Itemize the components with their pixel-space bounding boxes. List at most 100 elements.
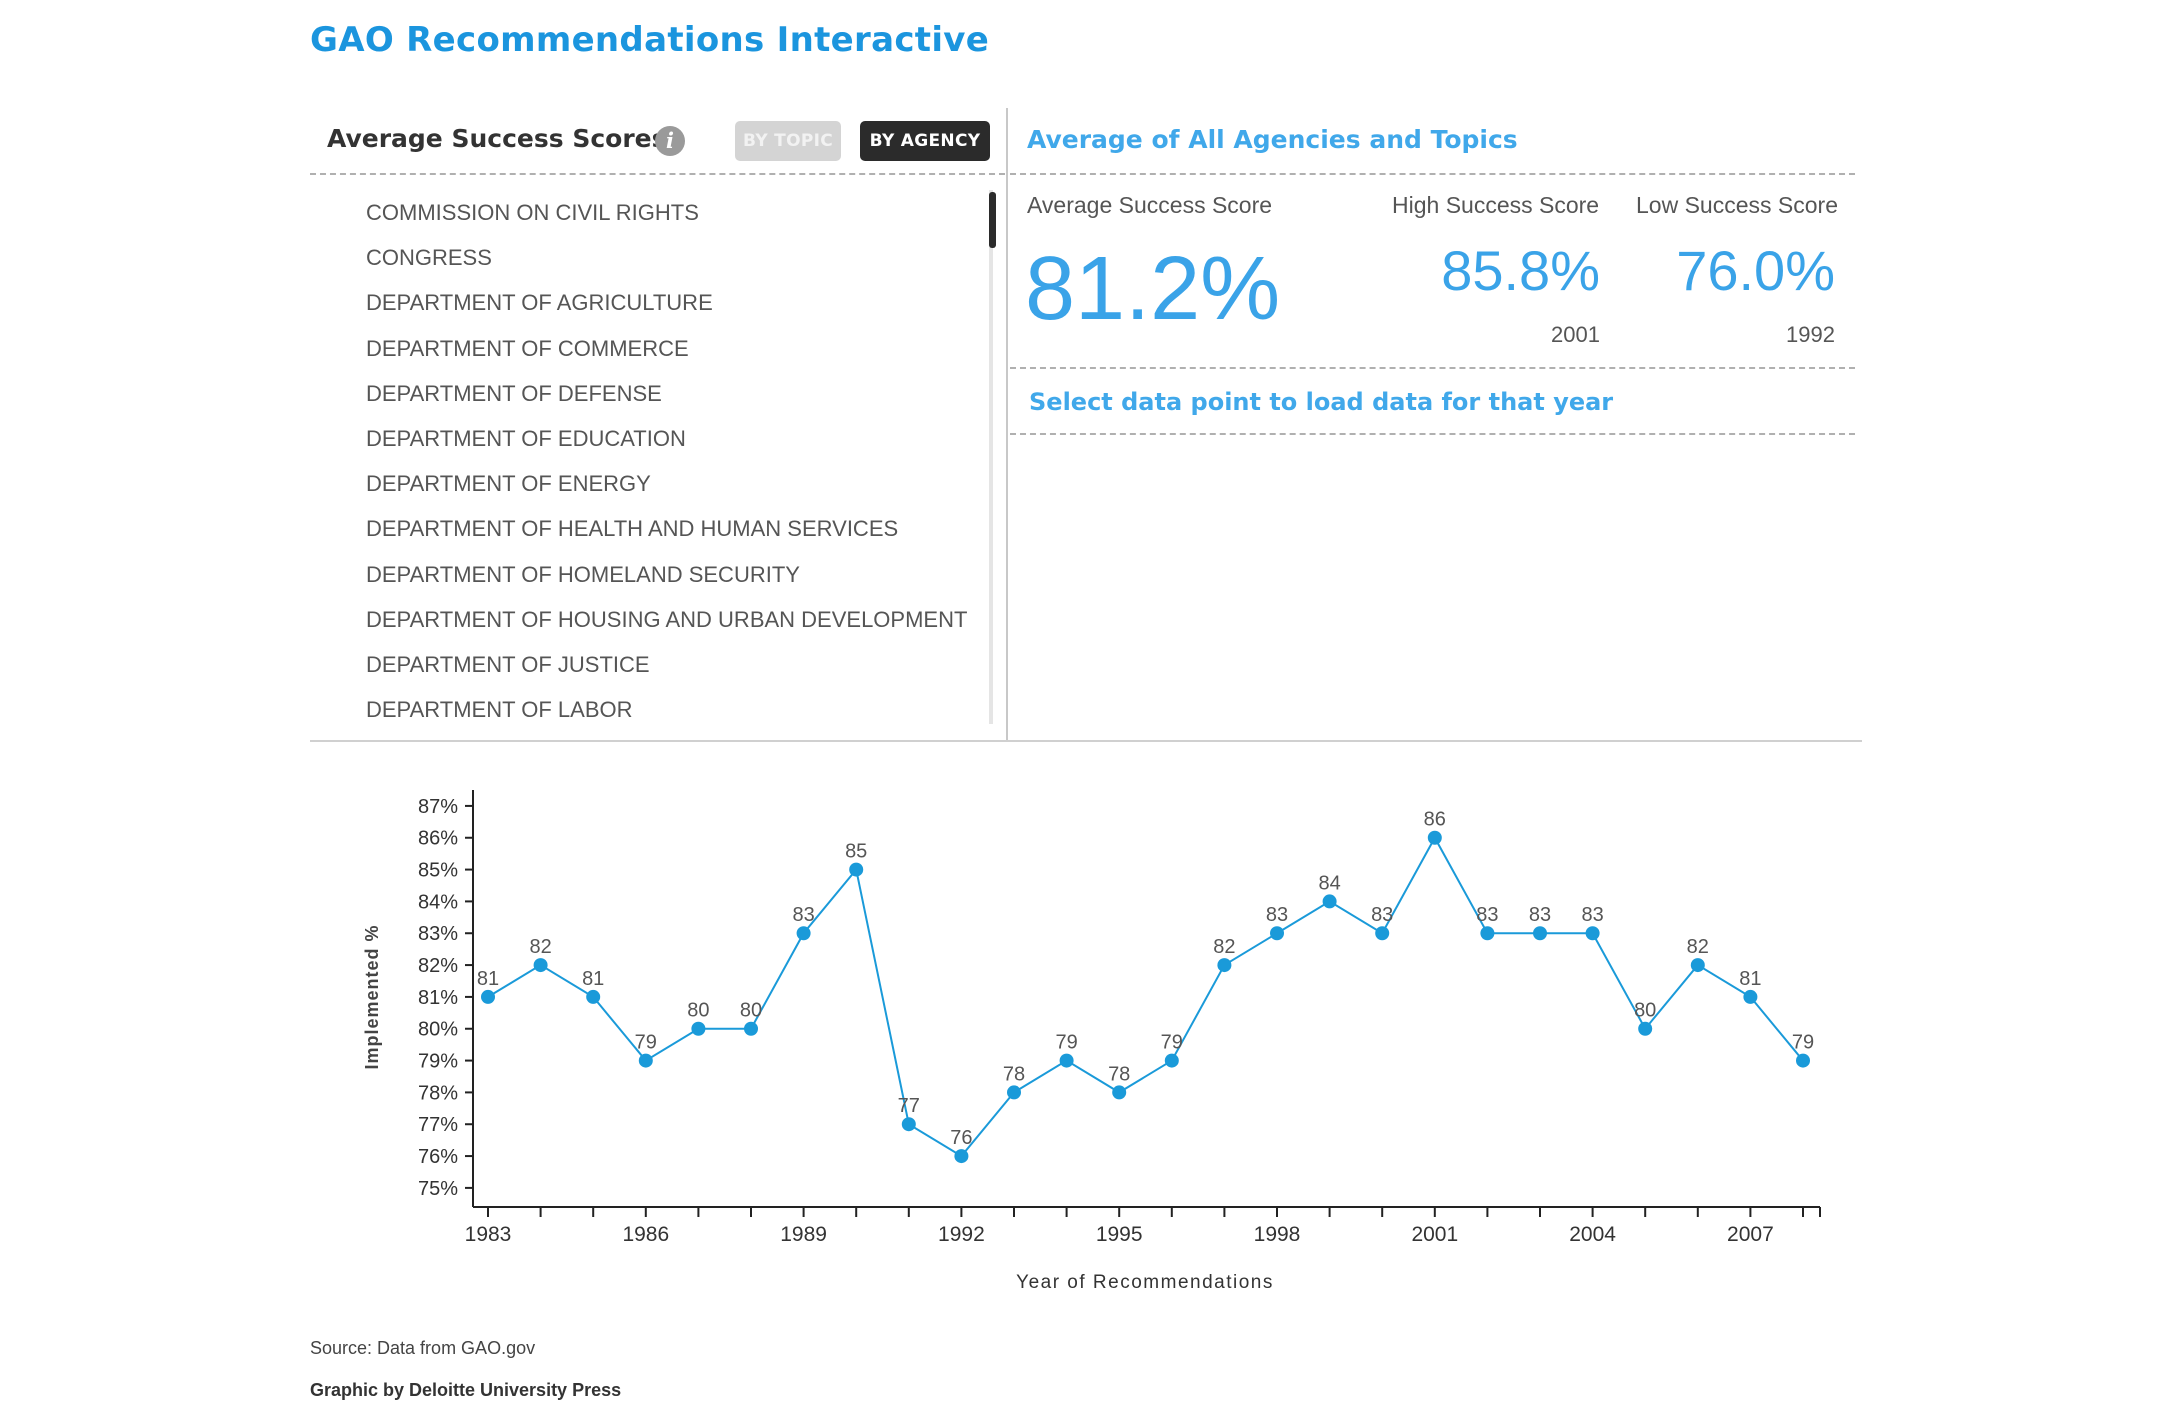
x-tick-label: 2004 xyxy=(1569,1223,1616,1246)
x-tick-label: 1983 xyxy=(465,1223,512,1246)
high-score-label: High Success Score xyxy=(1392,192,1600,218)
x-axis-title: Year of Recommendations xyxy=(1016,1272,1274,1293)
data-label: 80 xyxy=(1634,1000,1656,1022)
data-point[interactable] xyxy=(481,989,495,1004)
y-tick-label: 86% xyxy=(418,828,458,850)
data-label: 77 xyxy=(898,1095,920,1117)
data-point[interactable] xyxy=(1480,926,1495,941)
data-point[interactable] xyxy=(744,1021,758,1036)
data-label: 86 xyxy=(1424,809,1446,831)
agency-list-item[interactable]: CONGRESS xyxy=(366,245,492,271)
data-label: 80 xyxy=(740,1000,762,1022)
data-point[interactable] xyxy=(1585,926,1600,941)
y-tick-label: 82% xyxy=(418,955,458,977)
x-tick-label: 2007 xyxy=(1727,1223,1774,1246)
data-point[interactable] xyxy=(1059,1053,1074,1068)
y-tick-label: 87% xyxy=(418,796,458,818)
divider xyxy=(1010,173,1855,175)
low-score-label: Low Success Score xyxy=(1636,192,1838,218)
data-point[interactable] xyxy=(1375,926,1390,941)
data-label: 84 xyxy=(1318,872,1340,894)
data-label: 79 xyxy=(1792,1032,1814,1054)
x-tick-label: 1998 xyxy=(1254,1223,1301,1246)
data-point[interactable] xyxy=(1270,926,1284,941)
x-tick-label: 2001 xyxy=(1411,1223,1458,1246)
agency-list-item[interactable]: DEPARTMENT OF HOMELAND SECURITY xyxy=(366,561,800,587)
high-score-year: 2001 xyxy=(1551,322,1600,347)
low-score-value: 76.0% xyxy=(1676,239,1835,302)
data-label: 85 xyxy=(845,841,867,863)
average-score-value: 81.2% xyxy=(1025,239,1281,339)
data-label: 83 xyxy=(1529,904,1551,926)
data-label: 79 xyxy=(1161,1032,1183,1054)
data-point[interactable] xyxy=(691,1021,706,1036)
data-point[interactable] xyxy=(533,958,548,973)
data-label: 82 xyxy=(529,936,551,958)
data-label: 83 xyxy=(1581,904,1603,926)
scrollbar-thumb[interactable] xyxy=(989,192,996,248)
data-point[interactable] xyxy=(1112,1085,1127,1100)
y-tick-label: 75% xyxy=(418,1178,458,1200)
y-tick-label: 80% xyxy=(418,1019,458,1041)
data-point[interactable] xyxy=(901,1117,916,1132)
data-point[interactable] xyxy=(1690,958,1705,973)
by-topic-button[interactable]: BY TOPIC xyxy=(735,121,841,161)
y-axis-title: Implemented % xyxy=(362,924,382,1069)
data-label: 83 xyxy=(1476,904,1498,926)
by-agency-button[interactable]: BY AGENCY xyxy=(860,121,990,161)
data-point[interactable] xyxy=(796,926,811,941)
data-point[interactable] xyxy=(1007,1085,1021,1100)
agency-list-item[interactable]: COMMISSION ON CIVIL RIGHTS xyxy=(366,200,699,225)
x-tick-label: 1995 xyxy=(1096,1223,1143,1246)
agency-list-item[interactable]: DEPARTMENT OF COMMERCE xyxy=(366,335,689,361)
data-point[interactable] xyxy=(1322,894,1337,909)
data-label: 79 xyxy=(1055,1032,1077,1054)
data-point[interactable] xyxy=(1743,989,1758,1004)
select-hint: Select data point to load data for that … xyxy=(1029,388,1614,416)
y-tick-label: 81% xyxy=(418,987,458,1009)
data-label: 82 xyxy=(1213,936,1235,958)
summary-title: Average of All Agencies and Topics xyxy=(1027,125,1518,154)
y-tick-label: 85% xyxy=(418,860,458,882)
agency-list: COMMISSION ON CIVIL RIGHTS CONGRESS DEPA… xyxy=(366,190,976,730)
agency-list-item[interactable]: DEPARTMENT OF HEALTH AND HUMAN SERVICES xyxy=(366,516,899,542)
divider xyxy=(1010,433,1855,435)
data-point[interactable] xyxy=(1217,958,1232,973)
credit-note: Graphic by Deloitte University Press xyxy=(310,1380,622,1400)
data-point[interactable] xyxy=(849,862,864,877)
average-score-label: Average Success Score xyxy=(1027,192,1273,218)
data-point[interactable] xyxy=(1796,1053,1810,1068)
high-score-value: 85.8% xyxy=(1441,239,1600,302)
data-label: 80 xyxy=(687,1000,709,1022)
scrollbar-track[interactable] xyxy=(989,190,993,724)
horizontal-divider xyxy=(310,740,1862,742)
data-label: 78 xyxy=(1003,1063,1025,1085)
info-icon[interactable]: i xyxy=(655,126,685,156)
data-label: 81 xyxy=(1739,968,1761,990)
data-point[interactable] xyxy=(1164,1053,1179,1068)
divider xyxy=(1010,367,1855,369)
data-point[interactable] xyxy=(1533,926,1547,941)
series-line xyxy=(487,835,1804,1158)
agency-list-item[interactable]: DEPARTMENT OF LABOR xyxy=(366,697,633,723)
data-point[interactable] xyxy=(1638,1021,1653,1036)
data-point[interactable] xyxy=(1427,830,1442,845)
data-label: 78 xyxy=(1108,1063,1130,1085)
vertical-divider xyxy=(1006,108,1008,740)
data-label: 82 xyxy=(1687,936,1709,958)
agency-list-item[interactable]: DEPARTMENT OF DEFENSE xyxy=(366,380,662,406)
agency-list-item[interactable]: DEPARTMENT OF AGRICULTURE xyxy=(366,290,713,316)
agency-list-item[interactable]: DEPARTMENT OF HOUSING AND URBAN DEVELOPM… xyxy=(366,606,968,632)
data-point[interactable] xyxy=(954,1149,969,1164)
agency-list-item[interactable]: DEPARTMENT OF EDUCATION xyxy=(366,425,686,451)
agency-list-item[interactable]: DEPARTMENT OF JUSTICE xyxy=(366,651,650,677)
agency-list-item[interactable]: DEPARTMENT OF ENERGY xyxy=(366,471,651,497)
data-label: 83 xyxy=(1371,904,1393,926)
data-point[interactable] xyxy=(586,989,601,1004)
divider xyxy=(310,173,1005,175)
y-tick-label: 76% xyxy=(418,1146,458,1168)
low-score-year: 1992 xyxy=(1786,322,1835,347)
y-tick-label: 79% xyxy=(418,1051,458,1073)
data-point[interactable] xyxy=(638,1053,653,1068)
